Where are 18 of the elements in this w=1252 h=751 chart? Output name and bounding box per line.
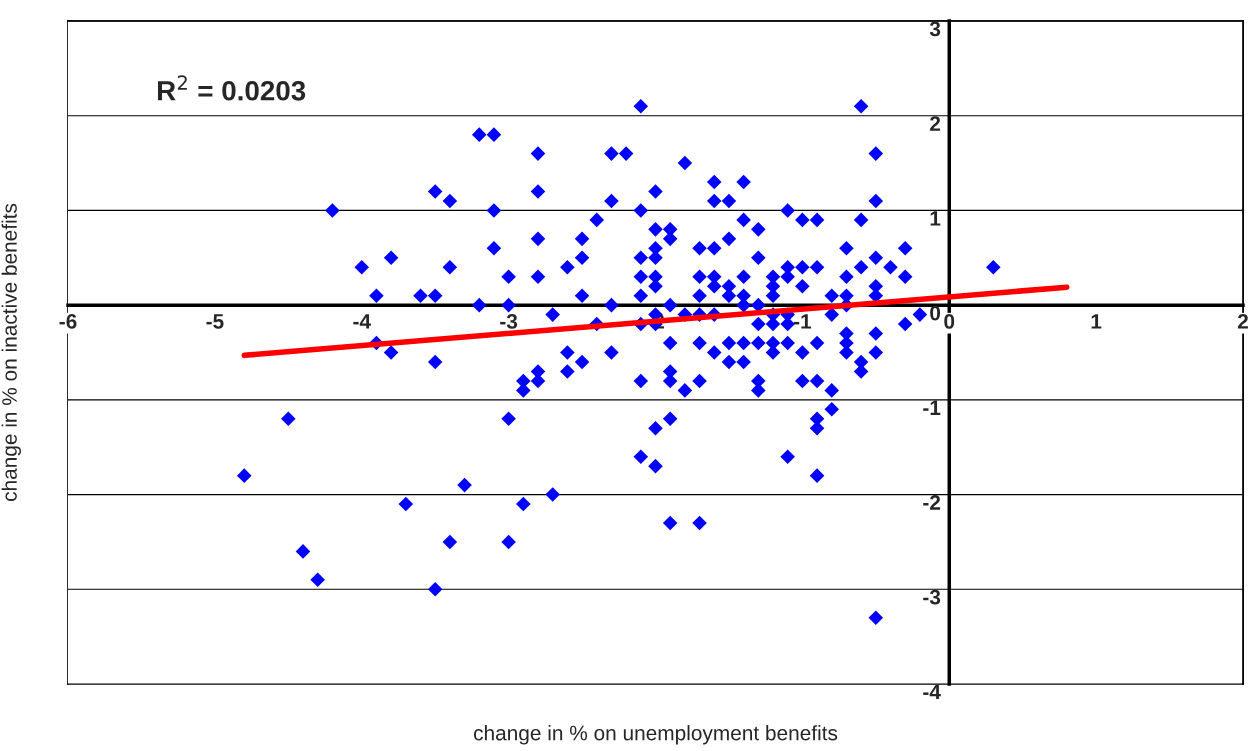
y-tick-label: 3 <box>929 21 941 37</box>
y-tick-label: -2 <box>923 495 941 510</box>
y-axis-title: change in % on inactive benefits <box>1 203 21 502</box>
x-tick-label: 0 <box>944 314 955 329</box>
y-tick-label: -3 <box>923 589 941 605</box>
y-tick-label: -4 <box>923 684 941 700</box>
x-axis-title: change in % on unemployment benefits <box>473 725 838 745</box>
x-tick-label: -4 <box>353 314 371 329</box>
x-tick-label: -3 <box>500 314 518 329</box>
x-tick-label: 2 <box>1237 314 1248 329</box>
x-tick-label: 1 <box>1091 314 1102 329</box>
annotation: R$^{2}$ = 0.0203 <box>157 75 306 101</box>
y-tick-label: 1 <box>930 211 941 226</box>
x-tick-label: -1 <box>793 314 812 329</box>
y-tick-label: 2 <box>930 116 941 131</box>
x-tick-label: -6 <box>59 314 77 329</box>
x-tick-label: -5 <box>206 314 224 329</box>
y-tick-label: -1 <box>923 400 941 415</box>
